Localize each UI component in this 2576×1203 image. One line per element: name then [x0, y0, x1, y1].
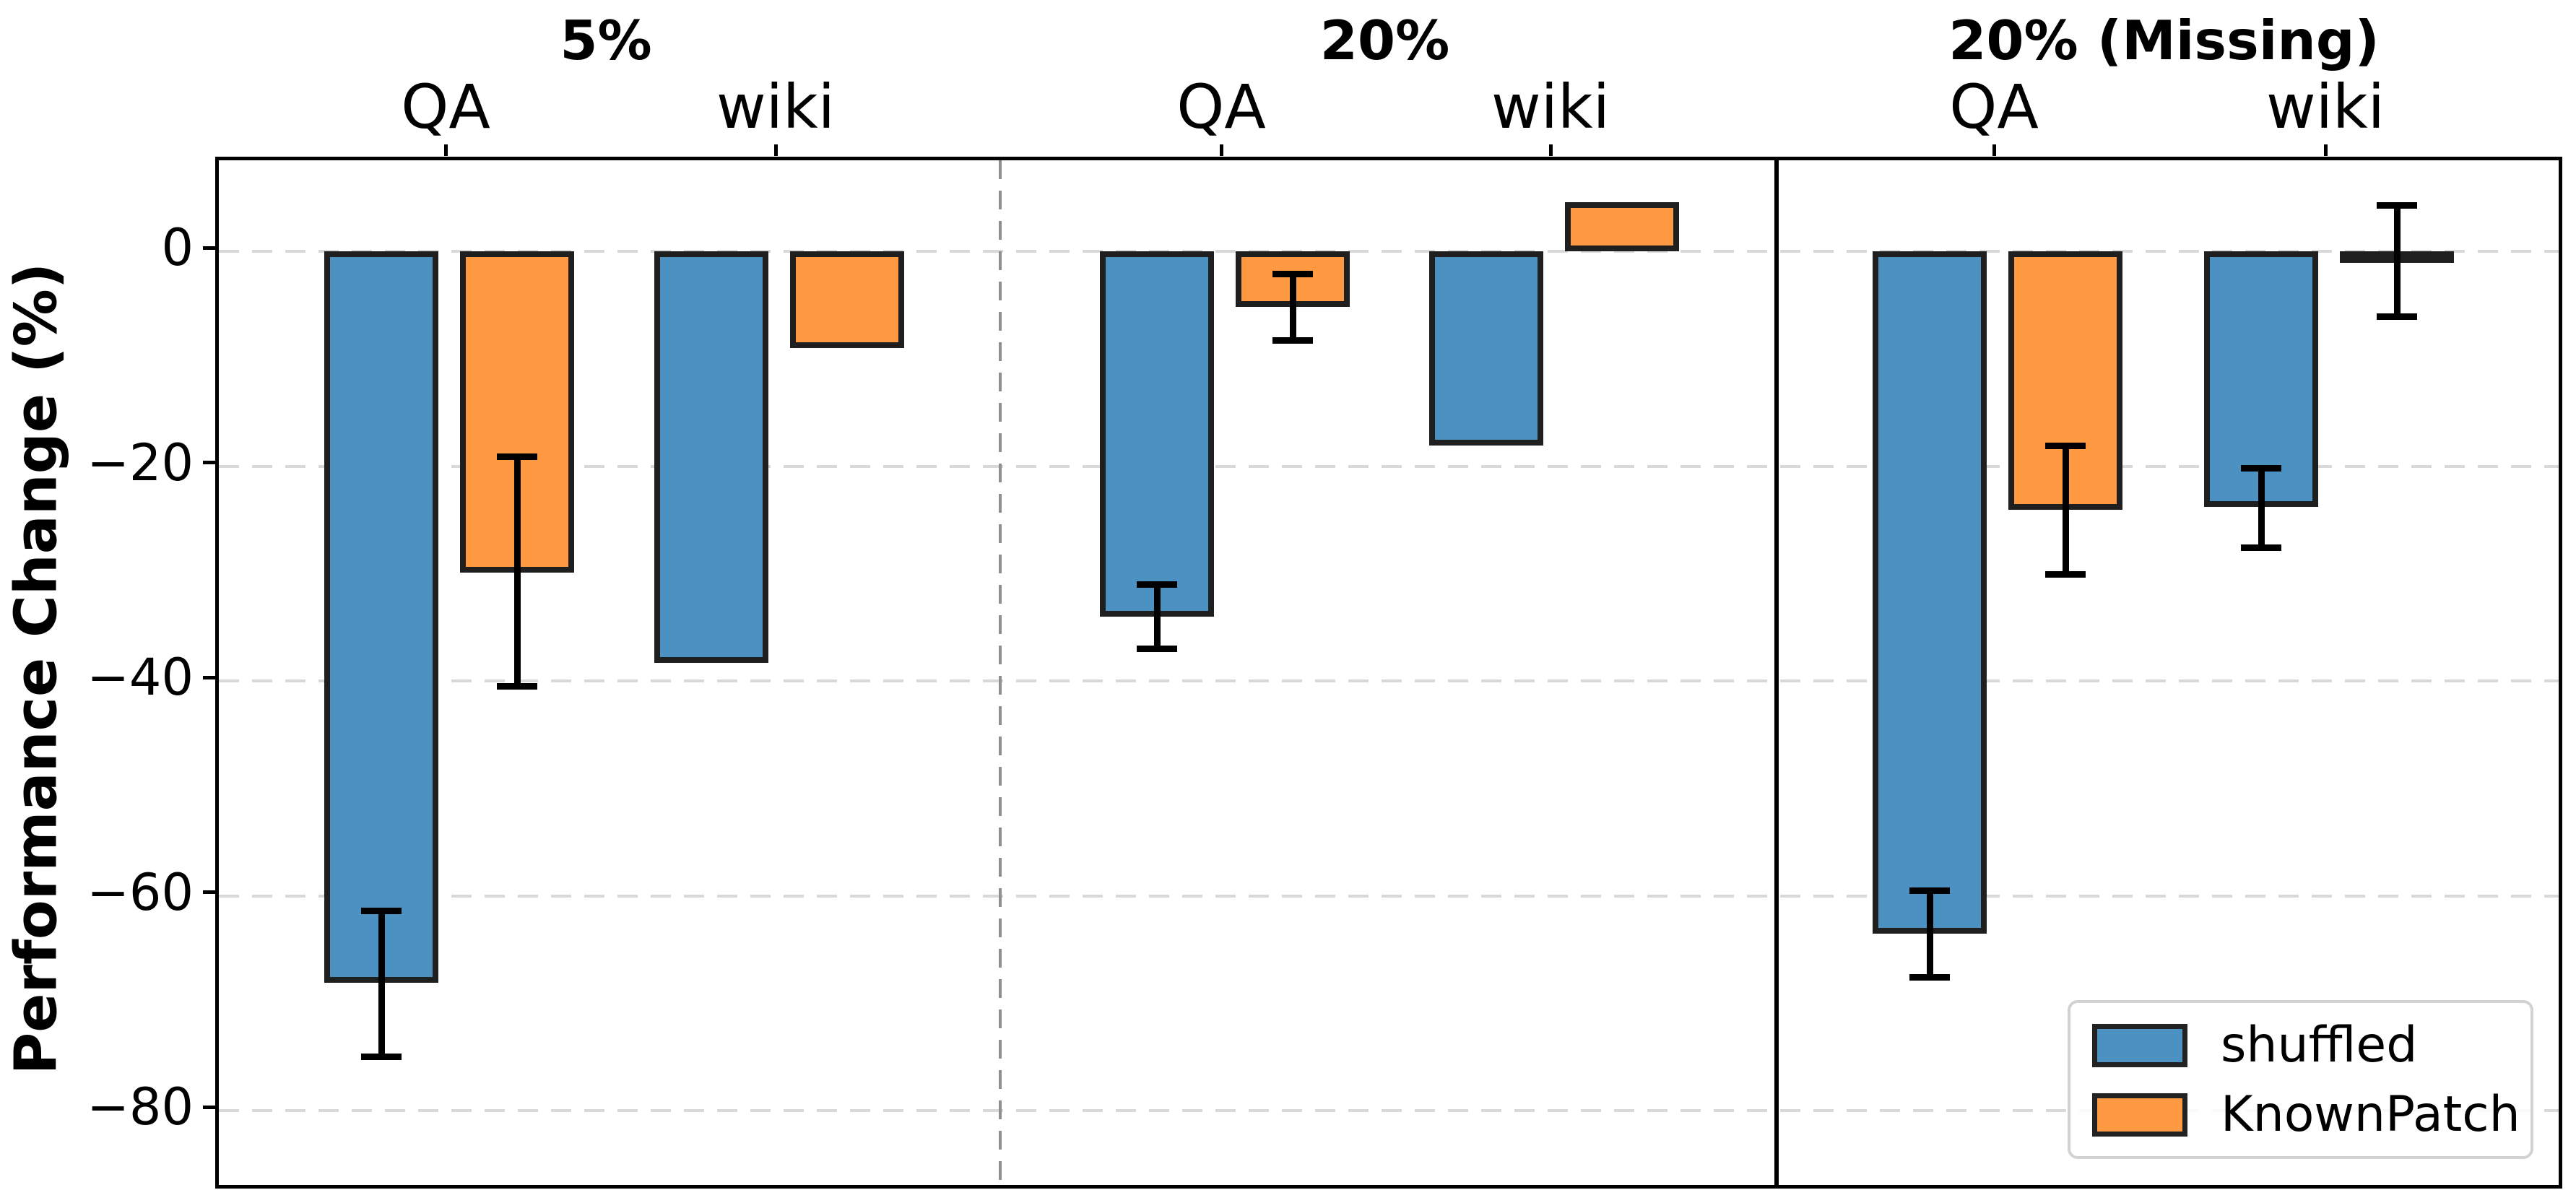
legend-label: shuffled	[2221, 1017, 2418, 1074]
y-tick-label: −80	[87, 1077, 194, 1137]
error-bar-cap-top	[2377, 201, 2417, 209]
x-category-label: wiki	[716, 71, 836, 142]
y-tick-label: −20	[87, 433, 194, 492]
legend-swatch-knownpatch	[2092, 1093, 2187, 1137]
legend: shuffled KnownPatch	[2068, 1000, 2533, 1159]
x-category-label: QA	[1949, 71, 2039, 142]
bar-shuffled-qa	[324, 251, 438, 983]
x-category-label: QA	[401, 71, 490, 142]
y-tick-mark	[203, 1105, 215, 1109]
panel-title: 20% (Missing)	[1948, 9, 2380, 72]
bar-knownpatch-wiki	[1565, 201, 1679, 251]
error-bar-cap-top	[497, 453, 537, 460]
y-tick-mark	[203, 675, 215, 679]
y-tick-mark	[203, 890, 215, 894]
error-bar-cap-top	[361, 907, 402, 914]
x-tick-mark	[2323, 144, 2328, 156]
error-bar-cap-top	[1272, 270, 1313, 277]
x-tick-mark	[443, 144, 448, 156]
error-bar	[1153, 584, 1161, 649]
bar-shuffled-qa	[1873, 251, 1987, 934]
y-tick-label: 0	[161, 218, 194, 277]
gridline-y-60	[219, 894, 2559, 898]
error-bar	[2393, 205, 2401, 317]
error-bar-cap-bottom	[1137, 645, 1177, 652]
x-category-label: wiki	[2265, 71, 2385, 142]
panel-title: 5%	[560, 9, 652, 72]
error-bar-cap-top	[2241, 464, 2281, 472]
panel-title: 20%	[1319, 9, 1450, 72]
error-bar	[2062, 446, 2069, 575]
y-tick-mark	[203, 246, 215, 250]
error-bar	[1289, 274, 1296, 341]
gridline-y-40	[219, 679, 2559, 682]
legend-entry-knownpatch: KnownPatch	[2092, 1090, 2520, 1140]
error-bar-cap-bottom	[1272, 336, 1313, 344]
error-bar-cap-bottom	[497, 682, 537, 690]
x-category-label: QA	[1176, 71, 1266, 142]
x-tick-mark	[1992, 144, 1996, 156]
x-tick-mark	[1219, 144, 1223, 156]
x-tick-mark	[1548, 144, 1553, 156]
error-bar-cap-top	[1137, 581, 1177, 588]
y-tick-label: −60	[87, 862, 194, 922]
error-bar	[513, 456, 521, 687]
panel-divider-solid	[1774, 160, 1779, 1185]
bar-shuffled-wiki	[2204, 251, 2318, 508]
error-bar-cap-top	[1909, 887, 1950, 894]
error-bar	[2258, 468, 2265, 548]
plot-area	[215, 157, 2562, 1189]
bar-shuffled-wiki	[654, 251, 768, 663]
gridline-y0	[219, 250, 2559, 253]
legend-swatch-shuffled	[2092, 1024, 2187, 1067]
bar-shuffled-qa	[1100, 251, 1214, 617]
bar-shuffled-wiki	[1429, 251, 1543, 446]
error-bar-cap-top	[2045, 442, 2086, 449]
panel-divider-dashed	[999, 160, 1002, 1185]
gridline-y-80	[219, 1109, 2559, 1112]
error-bar-cap-bottom	[2241, 544, 2281, 552]
error-bar-cap-bottom	[2045, 571, 2086, 578]
legend-label: KnownPatch	[2221, 1086, 2520, 1143]
legend-entry-shuffled: shuffled	[2092, 1020, 2417, 1071]
error-bar-cap-bottom	[1909, 974, 1950, 981]
y-tick-label: −40	[87, 648, 194, 707]
x-category-label: wiki	[1491, 71, 1610, 142]
error-bar-cap-bottom	[361, 1054, 402, 1061]
y-axis-label-text: Performance Change (%)	[2, 262, 70, 1075]
error-bar	[1926, 890, 1933, 978]
bar-knownpatch-wiki	[790, 251, 904, 348]
gridline-y-20	[219, 464, 2559, 468]
x-tick-mark	[773, 144, 778, 156]
error-bar	[378, 911, 385, 1057]
y-tick-mark	[203, 461, 215, 464]
error-bar-cap-bottom	[2377, 313, 2417, 321]
